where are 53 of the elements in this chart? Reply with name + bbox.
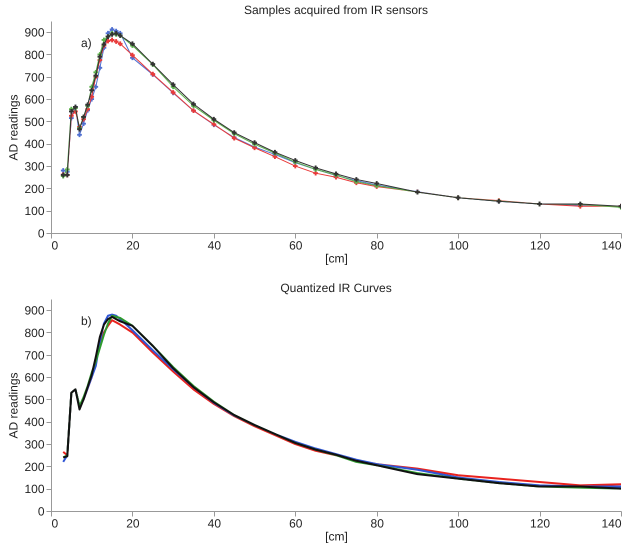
y-tick-label: 100 [24, 204, 45, 218]
x-tick-label: 0 [52, 238, 58, 252]
y-tick-label: 0 [38, 504, 45, 518]
x-tick-label: 100 [448, 238, 469, 252]
x-tick-label: 40 [208, 516, 222, 530]
y-tick-label: 400 [24, 137, 45, 152]
y-tick-label: 600 [24, 370, 45, 385]
y-axis-title: AD readings [6, 372, 20, 439]
x-tick-label: 80 [370, 238, 384, 252]
y-tick-label: 500 [24, 114, 45, 129]
y-tick-label: 100 [24, 482, 45, 496]
x-tick-label: 120 [530, 238, 550, 252]
x-tick-label: 0 [52, 516, 58, 530]
y-tick-label: 700 [24, 70, 45, 84]
chart-title: Quantized IR Curves [280, 281, 392, 295]
point [77, 132, 82, 138]
y-tick-label: 300 [24, 438, 45, 452]
y-tick-label: 400 [24, 415, 45, 430]
point [102, 38, 106, 42]
x-tick-label: 120 [530, 516, 550, 530]
point [89, 88, 94, 93]
x-axis-title: [cm] [325, 252, 348, 266]
x-tick-label: 20 [126, 516, 140, 530]
x-tick-label: 80 [370, 516, 384, 530]
x-tick-label: 100 [448, 516, 469, 530]
annotation: a) [81, 36, 92, 50]
point [170, 82, 176, 87]
y-tick-label: 600 [24, 92, 45, 107]
y-tick-label: 700 [24, 348, 45, 362]
x-tick-label: 40 [208, 238, 222, 252]
y-tick-label: 500 [24, 392, 45, 407]
chart-title: Samples acquired from IR sensors [244, 3, 428, 17]
y-tick-label: 900 [24, 304, 45, 318]
point [130, 52, 135, 58]
point [98, 54, 102, 60]
annotation: b) [81, 314, 92, 328]
y-axis-title: AD readings [6, 94, 20, 161]
x-axis-title: [cm] [325, 530, 348, 544]
y-tick-label: 200 [24, 182, 45, 196]
point [114, 39, 118, 44]
point [69, 109, 74, 114]
y-tick-label: 0 [38, 226, 45, 240]
x-tick-label: 60 [289, 516, 303, 530]
y-tick-label: 800 [24, 326, 45, 340]
y-tick-label: 900 [24, 26, 45, 40]
x-tick-label: 60 [289, 238, 303, 252]
y-tick-label: 300 [24, 160, 45, 174]
point [110, 38, 114, 42]
x-tick-label: 20 [126, 238, 140, 252]
y-tick-label: 200 [24, 460, 45, 474]
y-tick-label: 800 [24, 48, 45, 62]
x-tick-label: 140 [601, 238, 622, 252]
x-tick-label: 140 [601, 516, 622, 530]
